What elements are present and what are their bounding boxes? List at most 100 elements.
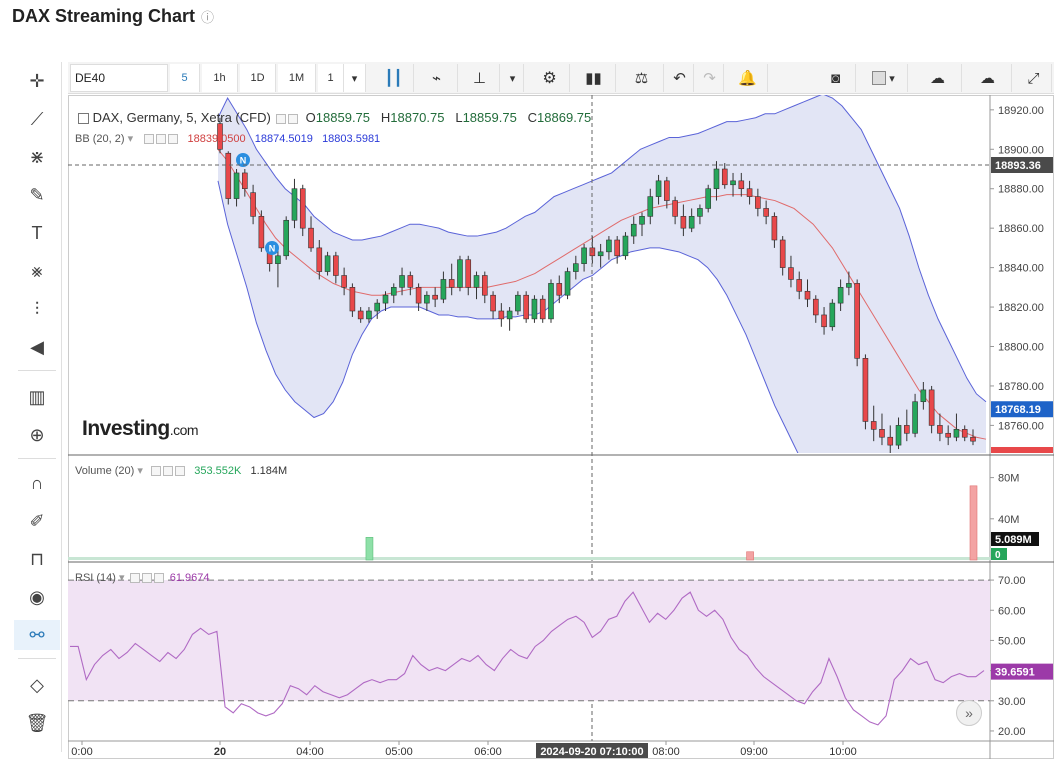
candle-body [796, 279, 803, 292]
color-square-icon[interactable]: ▾ [860, 64, 908, 92]
candle-body [415, 287, 422, 304]
rsi-last-tag-bg [991, 663, 1053, 680]
candle-body [225, 152, 232, 199]
price-tick-label: 18900.00 [998, 144, 1044, 156]
candle-body [556, 283, 563, 296]
pattern-icon[interactable]: ⨳ [31, 260, 43, 281]
lock-draw-icon[interactable]: ✐ [29, 510, 45, 531]
last-price-tag-bg [991, 401, 1053, 418]
camera-icon[interactable]: ◙ [816, 64, 856, 92]
text-icon[interactable]: T [31, 222, 43, 243]
candle-body [854, 283, 860, 359]
interval-1m[interactable]: 1M [278, 64, 316, 92]
candle-body [539, 298, 546, 320]
interval-5[interactable]: 5 [170, 64, 200, 92]
candle-body [630, 223, 637, 237]
trash-icon[interactable]: 🗑 [25, 712, 49, 733]
candle-body [912, 401, 918, 434]
candle-body [581, 247, 587, 264]
indicators-icon[interactable]: ▮▮ [572, 64, 616, 92]
price-tick-label: 18800.00 [998, 342, 1044, 354]
candle-body [299, 188, 306, 229]
magnet-icon[interactable]: ∩ [30, 472, 44, 493]
crosshair-price-tag: 18893.36 [995, 160, 1041, 172]
crosshair-icon[interactable]: ✛ [29, 70, 45, 91]
trend-line-icon[interactable]: ⟋ [30, 108, 44, 129]
cloud-upload-icon[interactable]: ☁ [964, 64, 1012, 92]
candle-body [233, 172, 240, 199]
drawing-toolbar: ✛ ⟋ ⋇ ✎ T ⨳ ⫶ ◀ ▥ ⊕ ∩ ✐ ⊓ ◉ ⚯ ◇ 🗑 [14, 62, 62, 752]
price-tick-label: 18760.00 [998, 420, 1044, 432]
chart-svg[interactable]: 18760.00 18780.00 18800.00 18820.00 18840.00… [68, 95, 1054, 759]
settings-icon[interactable]: ⚙ [530, 64, 570, 92]
candle-body [788, 267, 794, 280]
candle-body [904, 425, 910, 434]
last-price-tag: 18768.19 [995, 404, 1041, 416]
price-tick-label: 18840.00 [998, 263, 1044, 275]
candle-body [390, 287, 397, 296]
candle-body [531, 298, 538, 320]
rsi-tick-label: 70.00 [998, 575, 1026, 587]
unlock-icon[interactable]: ⊓ [29, 548, 45, 569]
brush-icon[interactable]: ✎ [29, 184, 45, 205]
candle-body [755, 196, 761, 209]
compare-icon[interactable]: ⊥ [460, 64, 500, 92]
candle-body [655, 180, 662, 197]
price-tick-label: 18820.00 [998, 302, 1044, 314]
candle-body [564, 271, 571, 296]
candle-body [887, 436, 894, 446]
redo-icon[interactable]: ↷ [696, 64, 724, 92]
candle-body [821, 314, 827, 328]
candle-body [664, 180, 670, 201]
candle-body [382, 294, 389, 304]
alert-icon[interactable]: 🔔 [728, 64, 768, 92]
candle-body [846, 283, 852, 288]
candles-icon[interactable]: ┃┃ [374, 64, 414, 92]
volume-bar [746, 551, 754, 561]
fullscreen-icon[interactable]: ⤢ [1016, 64, 1052, 92]
scroll-right-button[interactable]: » [956, 700, 982, 726]
interval-1d[interactable]: 1D [240, 64, 276, 92]
candle-body [432, 294, 438, 300]
candle-body [680, 216, 687, 229]
back-arrow-icon[interactable]: ◀ [30, 336, 44, 357]
candle-body [945, 432, 951, 438]
candle-body [407, 275, 414, 288]
eye-icon[interactable]: ◉ [29, 586, 45, 607]
candle-body [738, 180, 745, 190]
interval-1h[interactable]: 1h [202, 64, 238, 92]
candle-body [473, 275, 480, 288]
volume-tick-label: 80M [998, 473, 1019, 485]
zoom-in-icon[interactable]: ⊕ [29, 424, 45, 445]
cloud-download-icon[interactable]: ☁ [914, 64, 962, 92]
candle-body [895, 425, 902, 446]
layers-icon[interactable]: ◇ [30, 674, 44, 695]
candle-body [713, 168, 720, 190]
dropdown-icon[interactable]: ▾ [502, 64, 524, 92]
candle-body [746, 188, 753, 197]
undo-icon[interactable]: ↶ [666, 64, 694, 92]
info-icon[interactable]: ⓘ [201, 10, 215, 25]
candle-body [291, 188, 298, 221]
balance-icon[interactable]: ⚖ [620, 64, 664, 92]
interval-dropdown-icon[interactable]: ▾ [344, 64, 366, 92]
link-icon[interactable]: ⚯ [14, 620, 60, 650]
symbol-input[interactable]: DE40 [70, 64, 168, 92]
volume-tick-label: 40M [998, 514, 1019, 526]
candle-body [920, 389, 927, 403]
candle-body [647, 196, 654, 217]
measure-icon[interactable]: ⫶ [34, 298, 40, 319]
candle-body [763, 208, 769, 217]
interval-count[interactable]: 1 [318, 64, 344, 92]
bb-lower-line [217, 180, 799, 453]
volume-last-tag-bg [991, 532, 1039, 546]
fib-icon[interactable]: ⋇ [29, 146, 45, 167]
candle-body [862, 358, 869, 422]
rsi-tick-label: 60.00 [998, 605, 1026, 617]
volume-bar [969, 485, 978, 561]
candle-body [333, 255, 339, 276]
line-chart-icon[interactable]: ⌁ [416, 64, 458, 92]
candle-body [771, 216, 778, 241]
candle-body [465, 259, 472, 288]
zoom-tool-icon[interactable]: ▥ [28, 386, 46, 407]
